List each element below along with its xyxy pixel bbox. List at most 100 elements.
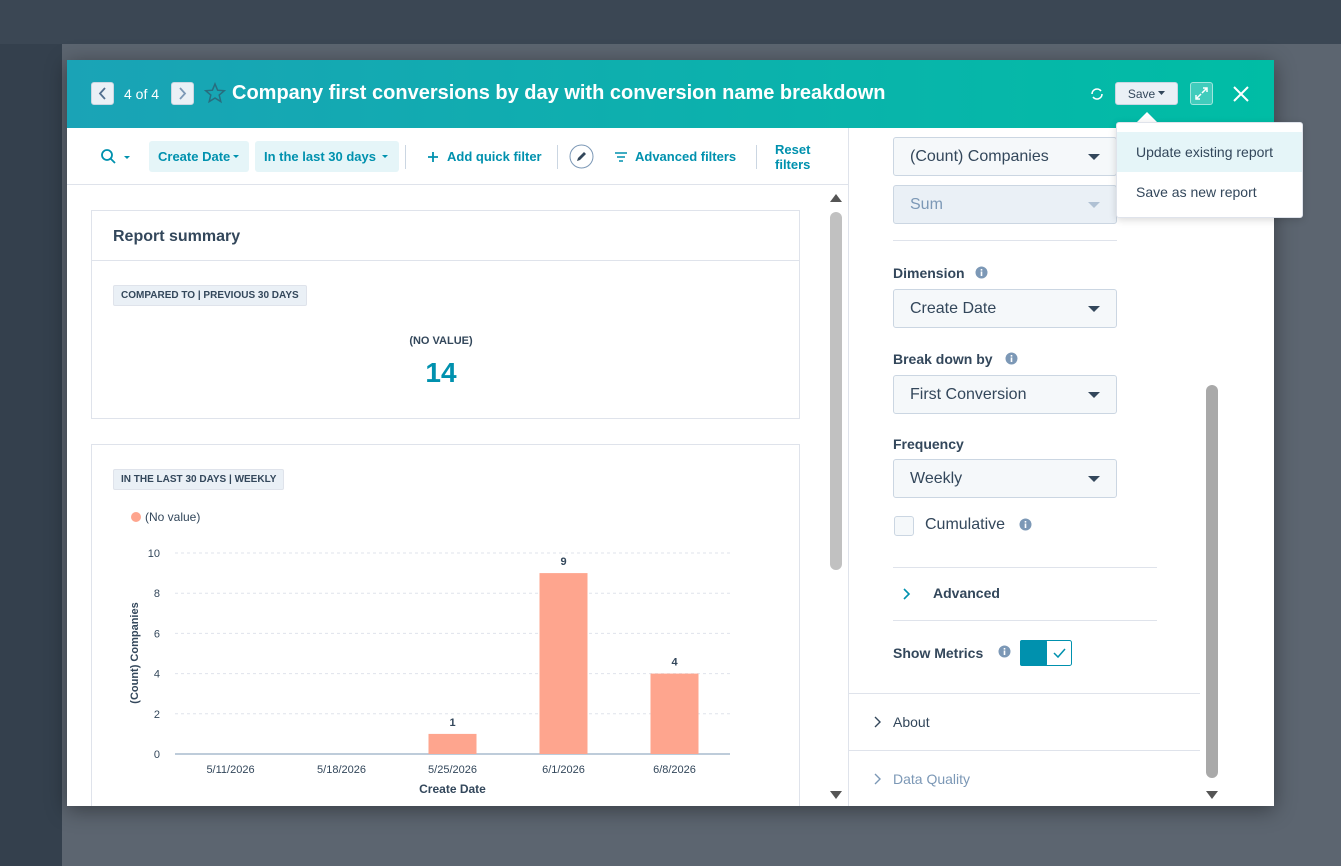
info-icon[interactable] bbox=[1005, 352, 1018, 365]
divider bbox=[557, 145, 558, 169]
separator bbox=[893, 567, 1157, 568]
value-label: 9 bbox=[560, 556, 566, 568]
y-tick-label: 6 bbox=[154, 628, 160, 640]
right-scrollbar[interactable] bbox=[1205, 190, 1219, 806]
card-title: Report summary bbox=[113, 228, 241, 245]
report-title: Company first conversions by day with co… bbox=[232, 82, 886, 104]
aggregation-select: Sum bbox=[893, 185, 1117, 224]
report-modal: 4 of 4 Company first conversions by day … bbox=[67, 60, 1274, 806]
filter-label: In the last 30 days bbox=[264, 149, 376, 164]
select-value: Sum bbox=[910, 195, 943, 213]
create-date-filter[interactable]: Create Date bbox=[149, 141, 250, 172]
dimension-label: Dimension bbox=[893, 265, 965, 281]
cumulative-label: Cumulative bbox=[925, 516, 1006, 533]
card-header bbox=[92, 211, 799, 261]
caret bbox=[1158, 91, 1166, 95]
caret bbox=[1088, 202, 1100, 208]
pager: 4 of 4 bbox=[124, 86, 160, 102]
filter-icon bbox=[615, 151, 627, 162]
chevron-right bbox=[874, 773, 881, 785]
x-axis-title: Create Date bbox=[419, 782, 486, 796]
x-tick-label: 5/25/2026 bbox=[428, 764, 477, 776]
select-value: Create Date bbox=[910, 299, 997, 317]
comparison-badge: COMPARED TO | PREVIOUS 30 DAYS bbox=[113, 285, 307, 306]
advanced-toggle[interactable]: Advanced bbox=[933, 585, 1000, 601]
filter-label: Add quick filter bbox=[447, 149, 542, 164]
y-tick-label: 2 bbox=[154, 709, 160, 721]
advanced-filters[interactable]: Advanced filters bbox=[615, 141, 736, 172]
chart: (No value) 0 2 4 6 8 10 (Count) Companies Create… bbox=[129, 510, 730, 796]
expand-icon bbox=[1195, 87, 1208, 100]
x-tick-label: 5/18/2026 bbox=[317, 764, 366, 776]
next-button[interactable] bbox=[171, 82, 194, 105]
plus-icon bbox=[428, 151, 438, 162]
info-icon[interactable] bbox=[975, 266, 988, 279]
about-section[interactable]: About bbox=[893, 714, 930, 730]
chevron-right bbox=[179, 87, 187, 100]
breakdown-select[interactable]: First Conversion bbox=[893, 375, 1117, 414]
save-button[interactable]: Save bbox=[1115, 82, 1178, 105]
value-label: 4 bbox=[671, 657, 678, 669]
dimension-select[interactable]: Create Date bbox=[893, 289, 1117, 328]
separator bbox=[849, 693, 1200, 694]
expand-button[interactable] bbox=[1190, 82, 1213, 105]
bar bbox=[539, 573, 588, 754]
caret bbox=[1088, 392, 1100, 398]
left-scrollbar[interactable] bbox=[829, 190, 843, 806]
menu-item[interactable]: Update existing report bbox=[1117, 132, 1302, 172]
cumulative-checkbox[interactable] bbox=[894, 516, 914, 536]
save-label: Save bbox=[1127, 86, 1156, 101]
y-tick-label: 4 bbox=[154, 669, 160, 681]
y-tick-label: 0 bbox=[154, 749, 160, 761]
frequency-label: Frequency bbox=[893, 436, 964, 452]
metric-value: 14 bbox=[425, 357, 457, 388]
measure-select[interactable]: (Count) Companies bbox=[893, 137, 1117, 176]
edit-button[interactable] bbox=[569, 144, 594, 169]
separator bbox=[893, 240, 1117, 241]
divider bbox=[405, 145, 406, 169]
chart-card: IN THE LAST 30 DAYS | WEEKLY (No value) 0… bbox=[91, 444, 800, 806]
value-label: 1 bbox=[449, 717, 455, 729]
caret bbox=[233, 154, 240, 158]
y-tick-label: 8 bbox=[154, 588, 160, 600]
divider bbox=[756, 145, 757, 169]
caret bbox=[382, 154, 388, 158]
add-quick-filter[interactable]: Add quick filter bbox=[427, 141, 542, 172]
filter-bar: Create Date In the last 30 days Add quic… bbox=[67, 128, 848, 185]
search-filter[interactable] bbox=[100, 148, 130, 166]
save-menu: Update existing report Save as new repor… bbox=[1116, 122, 1303, 218]
chevron-left bbox=[98, 87, 106, 100]
y-axis-title: (Count) Companies bbox=[129, 602, 141, 703]
modal-header: 4 of 4 Company first conversions by day … bbox=[67, 60, 1274, 128]
y-tick-label: 10 bbox=[148, 548, 160, 560]
prev-button[interactable] bbox=[91, 82, 114, 105]
refresh-icon[interactable] bbox=[1089, 86, 1105, 102]
menu-item[interactable]: Save as new report bbox=[1136, 184, 1257, 200]
select-value: Weekly bbox=[910, 469, 963, 487]
info-icon[interactable] bbox=[998, 645, 1011, 658]
x-tick-label: 5/11/2026 bbox=[206, 764, 254, 776]
chevron-right bbox=[903, 588, 911, 600]
show-metrics-toggle[interactable] bbox=[1020, 640, 1072, 666]
background-nav bbox=[0, 0, 1341, 44]
breakdown-label: Break down by bbox=[893, 351, 993, 367]
legend-marker bbox=[131, 512, 141, 522]
x-tick-label: 6/8/2026 bbox=[653, 764, 696, 776]
reset-filters[interactable]: Reset filters bbox=[775, 141, 811, 172]
x-tick-label: 6/1/2026 bbox=[542, 764, 585, 776]
favorite-star[interactable] bbox=[204, 82, 226, 104]
info-icon[interactable] bbox=[1019, 518, 1032, 531]
data-quality-section[interactable]: Data Quality bbox=[893, 771, 971, 787]
frequency-select[interactable]: Weekly bbox=[893, 459, 1117, 498]
close-button[interactable] bbox=[1231, 84, 1251, 104]
bar bbox=[428, 733, 477, 754]
metric-label: (NO VALUE) bbox=[409, 335, 473, 347]
select-value: First Conversion bbox=[910, 385, 1027, 403]
caret bbox=[1088, 154, 1100, 160]
filter-label: Advanced filters bbox=[635, 149, 737, 164]
chevron-right bbox=[874, 716, 881, 728]
panel-border bbox=[848, 128, 849, 806]
date-range-filter[interactable]: In the last 30 days bbox=[255, 141, 399, 172]
legend-label: (No value) bbox=[145, 510, 200, 524]
